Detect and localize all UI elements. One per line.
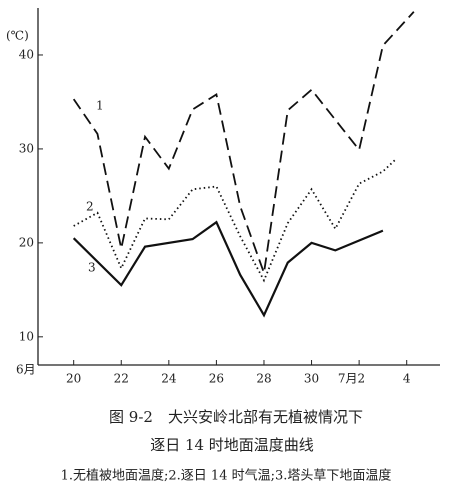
series-line bbox=[73, 159, 396, 283]
x-tick-label: 20 bbox=[66, 372, 81, 386]
y-tick-label: 20 bbox=[19, 235, 34, 249]
y-tick-label: 30 bbox=[19, 141, 34, 155]
caption-note: 1.无植被地面温度;2.逐日 14 时气温;3.塔头草下地面温度 bbox=[61, 468, 392, 484]
x-tick-label: 30 bbox=[304, 372, 319, 386]
series-label: 1 bbox=[96, 99, 104, 113]
series-label: 2 bbox=[86, 200, 94, 214]
x-tick-label: 26 bbox=[209, 372, 224, 386]
x-axis-label: 6月 bbox=[16, 363, 36, 377]
y-tick-label: 40 bbox=[19, 47, 34, 61]
x-tick-label: 24 bbox=[161, 372, 177, 386]
x-tick-label: 7月2 bbox=[338, 372, 365, 386]
y-axis-label: (℃) bbox=[6, 29, 29, 43]
y-tick-label: 10 bbox=[19, 329, 34, 343]
x-tick-label: 4 bbox=[403, 372, 411, 386]
series-line bbox=[72, 11, 415, 274]
series-label: 3 bbox=[88, 261, 96, 275]
chart-subtitle: 逐日 14 时地面温度曲线 bbox=[150, 436, 314, 454]
x-tick-label: 22 bbox=[114, 372, 129, 386]
chart-title: 图 9-2 大兴安岭北部有无植被情况下 bbox=[109, 408, 363, 426]
x-tick-label: 28 bbox=[256, 372, 271, 386]
series-line bbox=[72, 220, 384, 318]
